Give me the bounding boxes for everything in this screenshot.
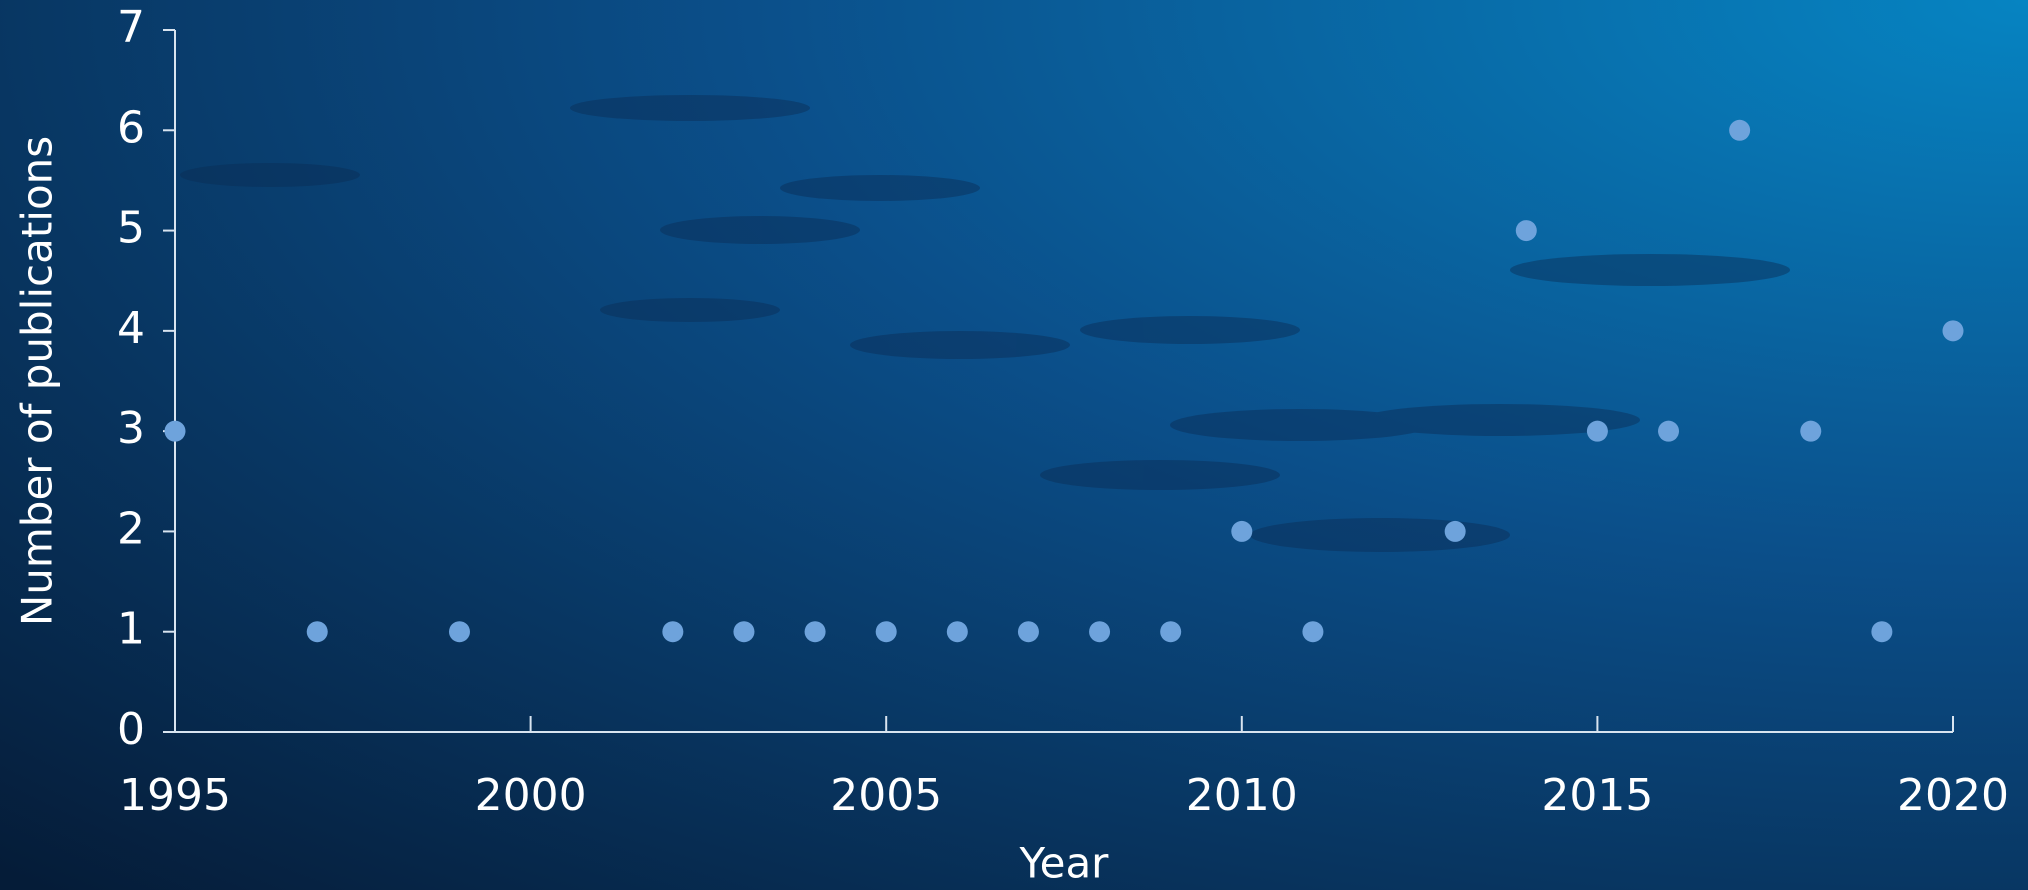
data-point [804, 621, 826, 643]
y-tick-label: 2 [117, 503, 145, 554]
data-point [662, 621, 684, 643]
y-tick-label: 6 [117, 102, 145, 153]
fish-decoration [180, 95, 1790, 552]
x-tick-label: 2020 [1897, 770, 2009, 821]
data-point [306, 621, 328, 643]
data-point [1089, 621, 1111, 643]
y-tick-label: 7 [117, 2, 145, 53]
x-tick-label: 1995 [119, 770, 231, 821]
y-tick-label: 0 [117, 704, 145, 755]
data-point [1729, 119, 1751, 141]
data-point [1800, 420, 1822, 442]
data-point [1586, 420, 1608, 442]
y-axis-title: Number of publications [13, 136, 62, 626]
x-tick-label: 2005 [830, 770, 942, 821]
x-tick-label: 2010 [1186, 770, 1298, 821]
y-tick-label: 3 [117, 403, 145, 454]
data-point [1444, 520, 1466, 542]
data-point [875, 621, 897, 643]
data-point [164, 420, 186, 442]
data-point [448, 621, 470, 643]
data-point [1231, 520, 1253, 542]
data-point [1871, 621, 1893, 643]
data-point [733, 621, 755, 643]
y-tick-label: 5 [117, 203, 145, 254]
data-point [1658, 420, 1680, 442]
y-tick-label: 4 [117, 303, 145, 354]
data-point [946, 621, 968, 643]
data-point [1302, 621, 1324, 643]
data-point [1017, 621, 1039, 643]
y-tick-label: 1 [117, 604, 145, 655]
data-point [1160, 621, 1182, 643]
data-point [1942, 320, 1964, 342]
data-point [1515, 220, 1537, 242]
x-axis-title: Year [1019, 839, 1110, 888]
x-tick-label: 2015 [1541, 770, 1653, 821]
x-tick-label: 2000 [475, 770, 587, 821]
